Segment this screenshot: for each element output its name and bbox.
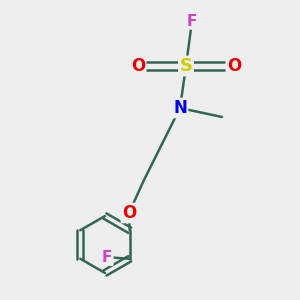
Text: S: S [179, 57, 193, 75]
Text: F: F [187, 14, 197, 28]
Text: O: O [122, 204, 136, 222]
Text: O: O [227, 57, 241, 75]
Text: N: N [173, 99, 187, 117]
Text: O: O [131, 57, 145, 75]
Text: F: F [102, 250, 112, 265]
